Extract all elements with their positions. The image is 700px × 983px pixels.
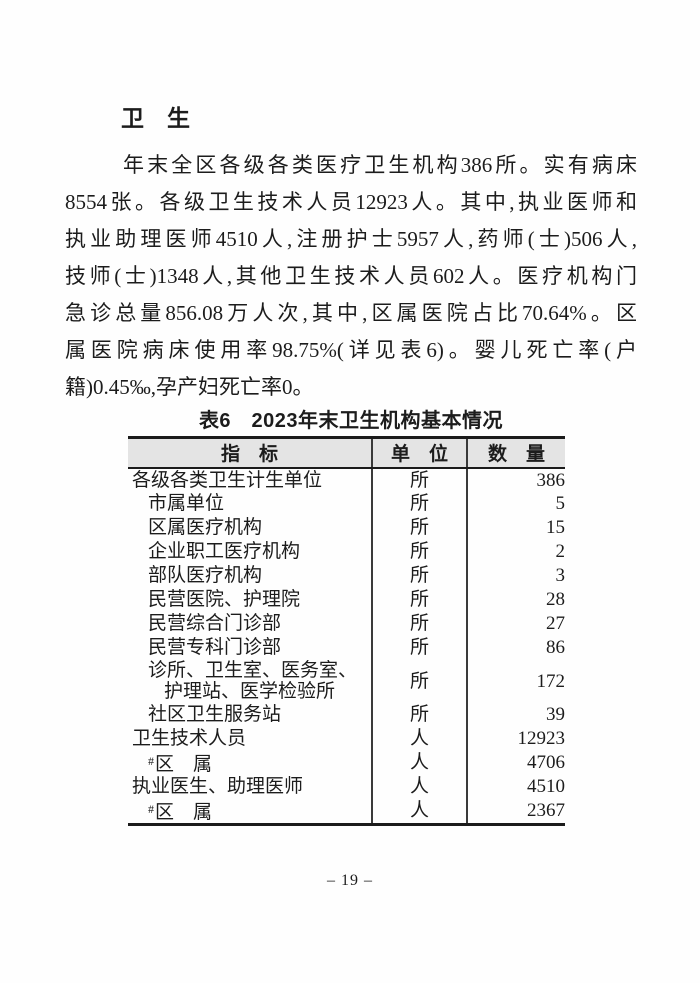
value-cell: 28 <box>466 587 565 612</box>
table-row: 诊所、卫生室、医务室、 护理站、医学检验所所 172 <box>128 659 565 703</box>
indicator-cell: 企业职工医疗机构 <box>148 541 301 562</box>
indicator-cell: #区 属 <box>148 753 213 775</box>
table-row: 各级各类卫生计生单位 所 386 <box>128 467 565 492</box>
unit-cell: 所 <box>371 539 467 564</box>
value-cell: 39 <box>466 702 565 727</box>
value-cell: 86 <box>466 635 565 660</box>
unit-cell: 所 <box>371 467 467 492</box>
body-paragraph: 年末全区各级各类医疗卫生机构386所。实有病床 8554张。各级卫生技术人员129… <box>65 147 637 406</box>
unit-cell: 人 <box>371 750 467 775</box>
unit-cell: 人 <box>371 726 467 751</box>
paragraph-line: 技师(士)1348人,其他卫生技术人员602人。医疗机构门 <box>65 264 637 288</box>
indicator-cell: 区属医疗机构 <box>148 517 263 538</box>
table-header-row: 指 标 单 位 数 量 <box>128 436 565 469</box>
paragraph-line: 急诊总量856.08万人次,其中,区属医院占比70.64%。区 <box>65 301 637 325</box>
value-cell: 3 <box>466 563 565 588</box>
indicator-cell: 诊所、卫生室、医务室、 护理站、医学检验所 <box>148 660 358 702</box>
column-header-indicator: 指 标 <box>128 436 372 469</box>
table-row: 民营综合门诊部 所 27 <box>128 611 565 636</box>
paragraph-line: 年末全区各级各类医疗卫生机构386所。实有病床 <box>123 153 637 177</box>
section-title: 卫 生 <box>121 106 190 131</box>
table-row: 卫生技术人员 人 12923 <box>128 726 565 751</box>
table-header: 指 标 单 位 数 量 <box>128 436 565 469</box>
indicator-cell: 卫生技术人员 <box>132 728 247 749</box>
column-header-unit: 单 位 <box>371 436 467 469</box>
unit-cell: 所 <box>371 587 467 612</box>
table-row: 民营专科门诊部 所 86 <box>128 635 565 660</box>
value-cell: 5 <box>466 491 565 516</box>
unit-cell: 人 <box>371 798 467 826</box>
indicator-cell: 民营综合门诊部 <box>148 613 282 634</box>
table-row: #区 属 人 4706 <box>128 750 565 775</box>
value-cell: 172 <box>466 659 565 703</box>
table-row: 部队医疗机构 所 3 <box>128 563 565 588</box>
value-cell: 386 <box>466 467 565 492</box>
value-cell: 4706 <box>466 750 565 775</box>
unit-cell: 所 <box>371 491 467 516</box>
indicator-cell: 部队医疗机构 <box>148 565 263 586</box>
paragraph-line: 籍)0.45‰,孕产妇死亡率0。 <box>65 375 314 399</box>
page-number: – 19 – <box>327 872 373 889</box>
table-row: #区 属人 2367 <box>128 798 565 826</box>
indicator-cell: 民营专科门诊部 <box>148 637 282 658</box>
paragraph-line: 属医院病床使用率98.75%(详见表6)。婴儿死亡率(户 <box>65 338 637 362</box>
unit-cell: 人 <box>371 774 467 799</box>
table-title: 表6 2023年末卫生机构基本情况 <box>198 410 504 432</box>
indicator-cell: #区 属 <box>128 798 372 826</box>
value-cell: 12923 <box>466 726 565 751</box>
table-row: 社区卫生服务站 所 39 <box>128 702 565 727</box>
table-row: 执业医生、助理医师 人 4510 <box>128 774 565 799</box>
unit-cell: 所 <box>371 635 467 660</box>
value-cell: 4510 <box>466 774 565 799</box>
health-institutions-table: 指 标 单 位 数 量 各级各类卫生计生单位所 386 市属单位所 5 区属医疗机构所 1… <box>128 436 565 826</box>
value-cell: 2367 <box>466 798 565 826</box>
of-which-hash-mark: # <box>148 801 154 816</box>
indicator-cell: 执业医生、助理医师 <box>132 776 304 797</box>
table-row: 区属医疗机构 所 15 <box>128 515 565 540</box>
unit-cell: 所 <box>371 515 467 540</box>
indicator-cell: 社区卫生服务站 <box>148 704 282 725</box>
unit-cell: 所 <box>371 611 467 636</box>
unit-cell: 所 <box>371 702 467 727</box>
paragraph-line: 执业助理医师4510人,注册护士5957人,药师(士)506人, <box>65 227 637 251</box>
column-header-quantity: 数 量 <box>466 436 565 469</box>
table-row: 企业职工医疗机构 所 2 <box>128 539 565 564</box>
indicator-cell: 民营医院、护理院 <box>148 589 301 610</box>
paragraph-line: 8554张。各级卫生技术人员12923人。其中,执业医师和 <box>65 190 637 214</box>
unit-cell: 所 <box>371 563 467 588</box>
of-which-hash-mark: # <box>148 753 154 768</box>
value-cell: 27 <box>466 611 565 636</box>
unit-cell: 所 <box>371 659 467 703</box>
value-cell: 2 <box>466 539 565 564</box>
table-body: 各级各类卫生计生单位所 386 市属单位所 5 区属医疗机构所 15 企业职工医疗机构所 2 部… <box>128 467 565 826</box>
table-row: 民营医院、护理院 所 28 <box>128 587 565 612</box>
table-row: 市属单位 所 5 <box>128 491 565 516</box>
indicator-cell: 各级各类卫生计生单位 <box>132 469 323 491</box>
indicator-cell: 市属单位 <box>148 493 225 514</box>
value-cell: 15 <box>466 515 565 540</box>
